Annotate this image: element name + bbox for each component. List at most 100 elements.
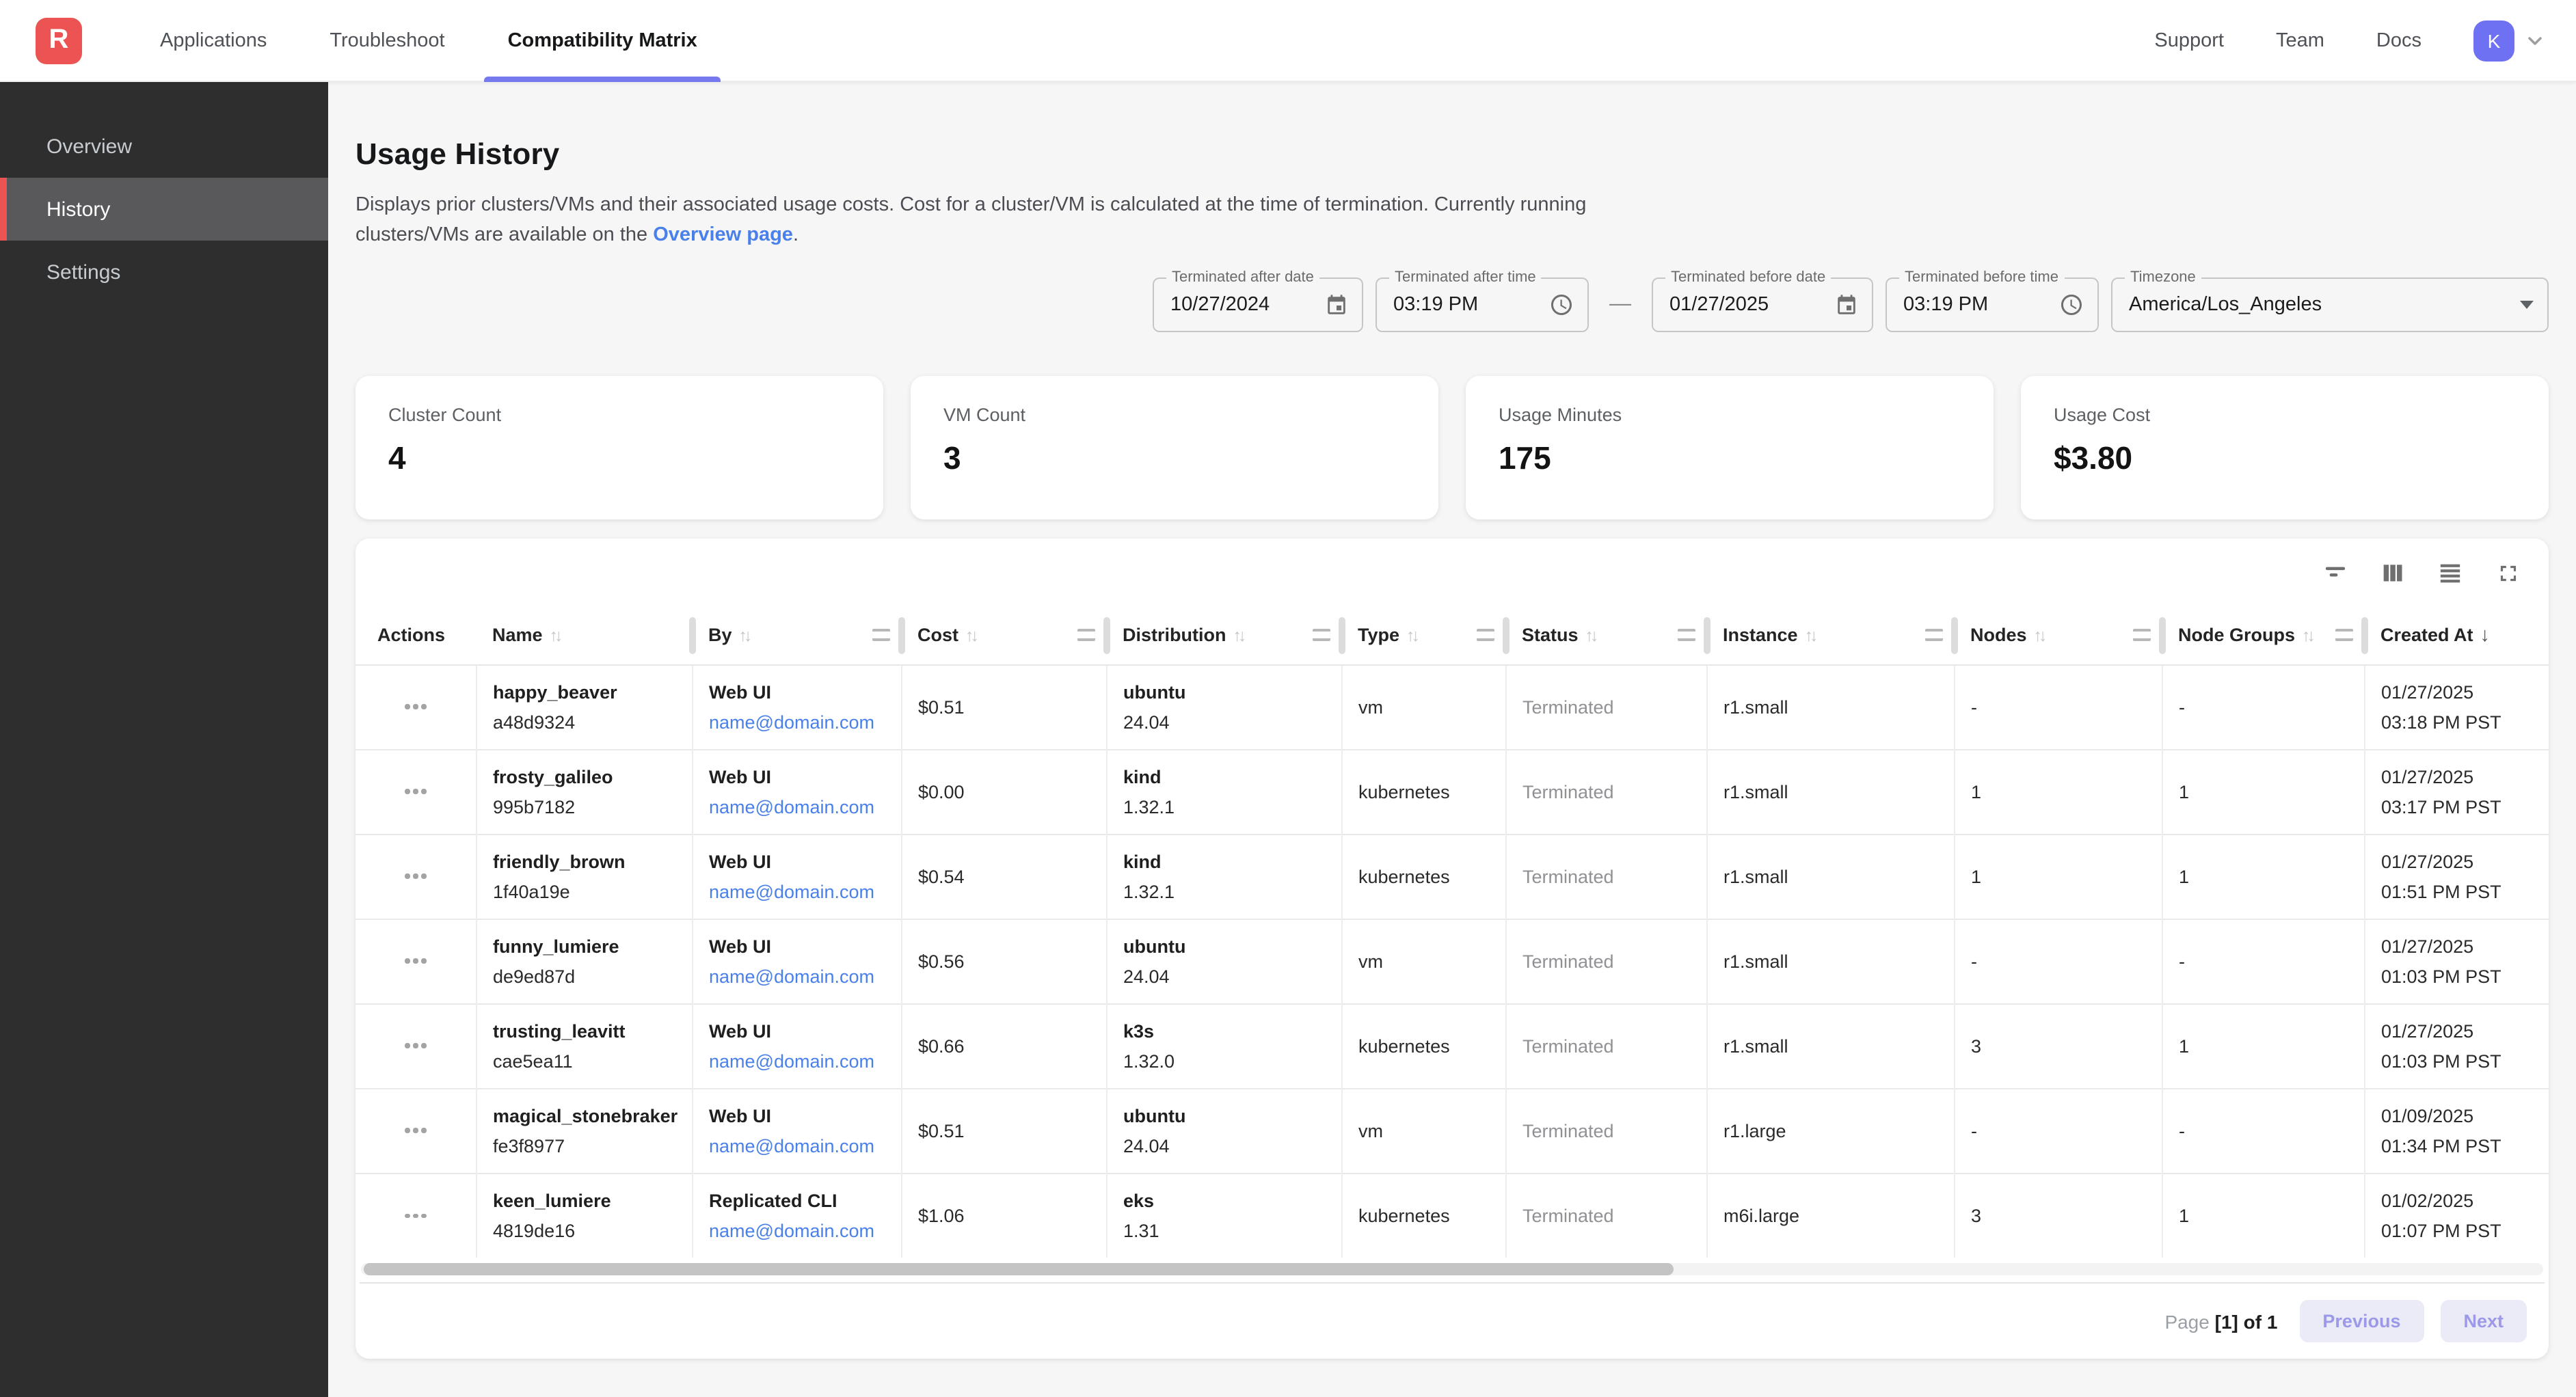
overview-page-link[interactable]: Overview page <box>653 224 793 246</box>
fullscreen-icon[interactable] <box>2486 551 2530 595</box>
calendar-icon[interactable] <box>1835 293 1858 316</box>
nav-right: Support Team Docs K <box>2154 20 2546 61</box>
column-header-node-groups[interactable]: Node Groups ↑↓ <box>2162 607 2364 665</box>
columns-icon[interactable] <box>2371 551 2415 595</box>
table-toolbar <box>355 539 2549 607</box>
terminated-after-date-field[interactable]: Terminated after date 10/27/2024 <box>1153 269 1363 332</box>
nav-tab[interactable]: Compatibility Matrix <box>477 0 729 82</box>
column-header-status[interactable]: Status ↑↓ <box>1505 607 1706 665</box>
column-header-type[interactable]: Type ↑↓ <box>1341 607 1505 665</box>
clock-icon[interactable] <box>1549 293 1574 317</box>
column-header-created-at[interactable]: Created At ↓ <box>2364 607 2549 665</box>
column-drag-handle[interactable] <box>1925 629 1943 642</box>
field-value[interactable]: 10/27/2024 <box>1170 294 1270 316</box>
cost-cell: $0.56 <box>900 918 1106 1003</box>
timezone-select[interactable]: Timezone America/Los_Angeles <box>2111 269 2549 332</box>
next-page-button[interactable]: Next <box>2440 1300 2527 1342</box>
nav-tab-label: Troubleshoot <box>330 29 445 51</box>
column-header-name[interactable]: Name ↑↓ <box>476 607 692 665</box>
column-header-by[interactable]: By ↑↓ <box>692 607 901 665</box>
sidebar-item[interactable]: Settings <box>0 241 328 303</box>
status-cell: Terminated <box>1505 918 1706 1003</box>
field-value[interactable]: America/Los_Angeles <box>2129 294 2322 316</box>
row-actions-menu-icon[interactable] <box>397 696 434 718</box>
created-by-email-link[interactable]: name@domain.com <box>709 711 875 732</box>
node-groups-cell: 1 <box>2161 1172 2364 1258</box>
column-drag-handle[interactable] <box>2335 629 2353 642</box>
terminated-before-time-field[interactable]: Terminated before time 03:19 PM <box>1886 269 2099 332</box>
caret-down-icon[interactable] <box>2520 301 2534 309</box>
sort-icon[interactable]: ↑↓ <box>1406 625 1420 645</box>
sort-icon[interactable]: ↑↓ <box>2302 625 2316 645</box>
account-menu[interactable]: K <box>2473 20 2546 61</box>
calendar-icon[interactable] <box>1325 293 1348 316</box>
stat-value: 175 <box>1499 440 1551 476</box>
nav-link[interactable]: Support <box>2154 29 2224 51</box>
field-value[interactable]: 01/27/2025 <box>1669 294 1769 316</box>
terminated-after-time-field[interactable]: Terminated after time 03:19 PM <box>1376 269 1589 332</box>
field-value[interactable]: 03:19 PM <box>1393 294 1479 316</box>
nav-link[interactable]: Docs <box>2376 29 2421 51</box>
column-drag-handle[interactable] <box>1678 629 1695 642</box>
terminated-before-date-field[interactable]: Terminated before date 01/27/2025 <box>1652 269 1873 332</box>
nav-tab[interactable]: Troubleshoot <box>298 0 476 81</box>
column-drag-handle[interactable] <box>1477 629 1494 642</box>
sort-icon[interactable]: ↑↓ <box>1804 625 1819 645</box>
sort-descending-icon[interactable]: ↓ <box>2480 624 2491 647</box>
page-status: Page [1] of 1 <box>2164 1310 2278 1332</box>
scrollbar-track[interactable] <box>361 1263 2543 1275</box>
avatar[interactable]: K <box>2473 20 2514 61</box>
sidebar-item[interactable]: Overview <box>0 115 328 178</box>
nodes-cell: 3 <box>1953 1172 2162 1258</box>
cluster-name: friendly_brown <box>493 851 626 871</box>
density-icon[interactable] <box>2428 551 2472 595</box>
sort-icon[interactable]: ↑↓ <box>1585 625 1599 645</box>
node-groups-cell: - <box>2161 918 2364 1003</box>
chevron-down-icon[interactable] <box>2524 29 2546 51</box>
column-header-nodes[interactable]: Nodes ↑↓ <box>1954 607 2162 665</box>
created-by-email-link[interactable]: name@domain.com <box>709 966 875 986</box>
column-drag-handle[interactable] <box>1077 629 1095 642</box>
column-header-instance[interactable]: Instance ↑↓ <box>1706 607 1954 665</box>
filter-icon[interactable] <box>2313 551 2357 595</box>
column-drag-handle[interactable] <box>2133 629 2151 642</box>
row-actions-menu-icon[interactable] <box>397 1035 434 1057</box>
brand-logo[interactable]: R <box>36 17 82 64</box>
created-by-email-link[interactable]: name@domain.com <box>709 1135 875 1156</box>
field-value[interactable]: 03:19 PM <box>1903 294 1989 316</box>
cluster-id: cae5ea11 <box>493 1050 573 1071</box>
created-by-email-link[interactable]: name@domain.com <box>709 1220 875 1241</box>
previous-page-button[interactable]: Previous <box>2299 1300 2424 1342</box>
clock-icon[interactable] <box>2059 293 2084 317</box>
created-time: 01:03 PM PST <box>2381 966 2501 986</box>
distribution-version: 24.04 <box>1123 966 1170 986</box>
row-actions-menu-icon[interactable] <box>397 1205 434 1226</box>
instance-cell: r1.small <box>1706 1003 1954 1088</box>
column-drag-handle[interactable] <box>1313 629 1330 642</box>
row-actions-menu-icon[interactable] <box>397 781 434 802</box>
sort-icon[interactable]: ↑↓ <box>965 625 979 645</box>
scrollbar-thumb[interactable] <box>364 1263 1674 1275</box>
created-by-email-link[interactable]: name@domain.com <box>709 881 875 901</box>
row-actions-menu-icon[interactable] <box>397 951 434 972</box>
instance-cell: r1.small <box>1706 833 1954 919</box>
actions-cell <box>355 918 476 1003</box>
nav-tab[interactable]: Applications <box>129 0 298 81</box>
nav-link[interactable]: Team <box>2275 29 2324 51</box>
description-period: . <box>792 224 799 246</box>
column-drag-handle[interactable] <box>872 629 890 642</box>
sort-icon[interactable]: ↑↓ <box>549 625 563 645</box>
created-by-email-link[interactable]: name@domain.com <box>709 796 875 817</box>
created-by-email-link[interactable]: name@domain.com <box>709 1050 875 1071</box>
column-header-cost[interactable]: Cost ↑↓ <box>901 607 1106 665</box>
sort-icon[interactable]: ↑↓ <box>2033 625 2048 645</box>
column-header-distribution[interactable]: Distribution ↑↓ <box>1106 607 1341 665</box>
actions-cell <box>355 748 476 834</box>
sidebar-item[interactable]: History <box>0 178 328 241</box>
row-actions-menu-icon[interactable] <box>397 1120 434 1141</box>
sidebar-item-label: History <box>46 198 111 221</box>
row-actions-menu-icon[interactable] <box>397 866 434 887</box>
sort-icon[interactable]: ↑↓ <box>1233 625 1247 645</box>
name-cell: magical_stonebraker fe3f8977 <box>475 1087 692 1173</box>
sort-icon[interactable]: ↑↓ <box>738 625 753 645</box>
